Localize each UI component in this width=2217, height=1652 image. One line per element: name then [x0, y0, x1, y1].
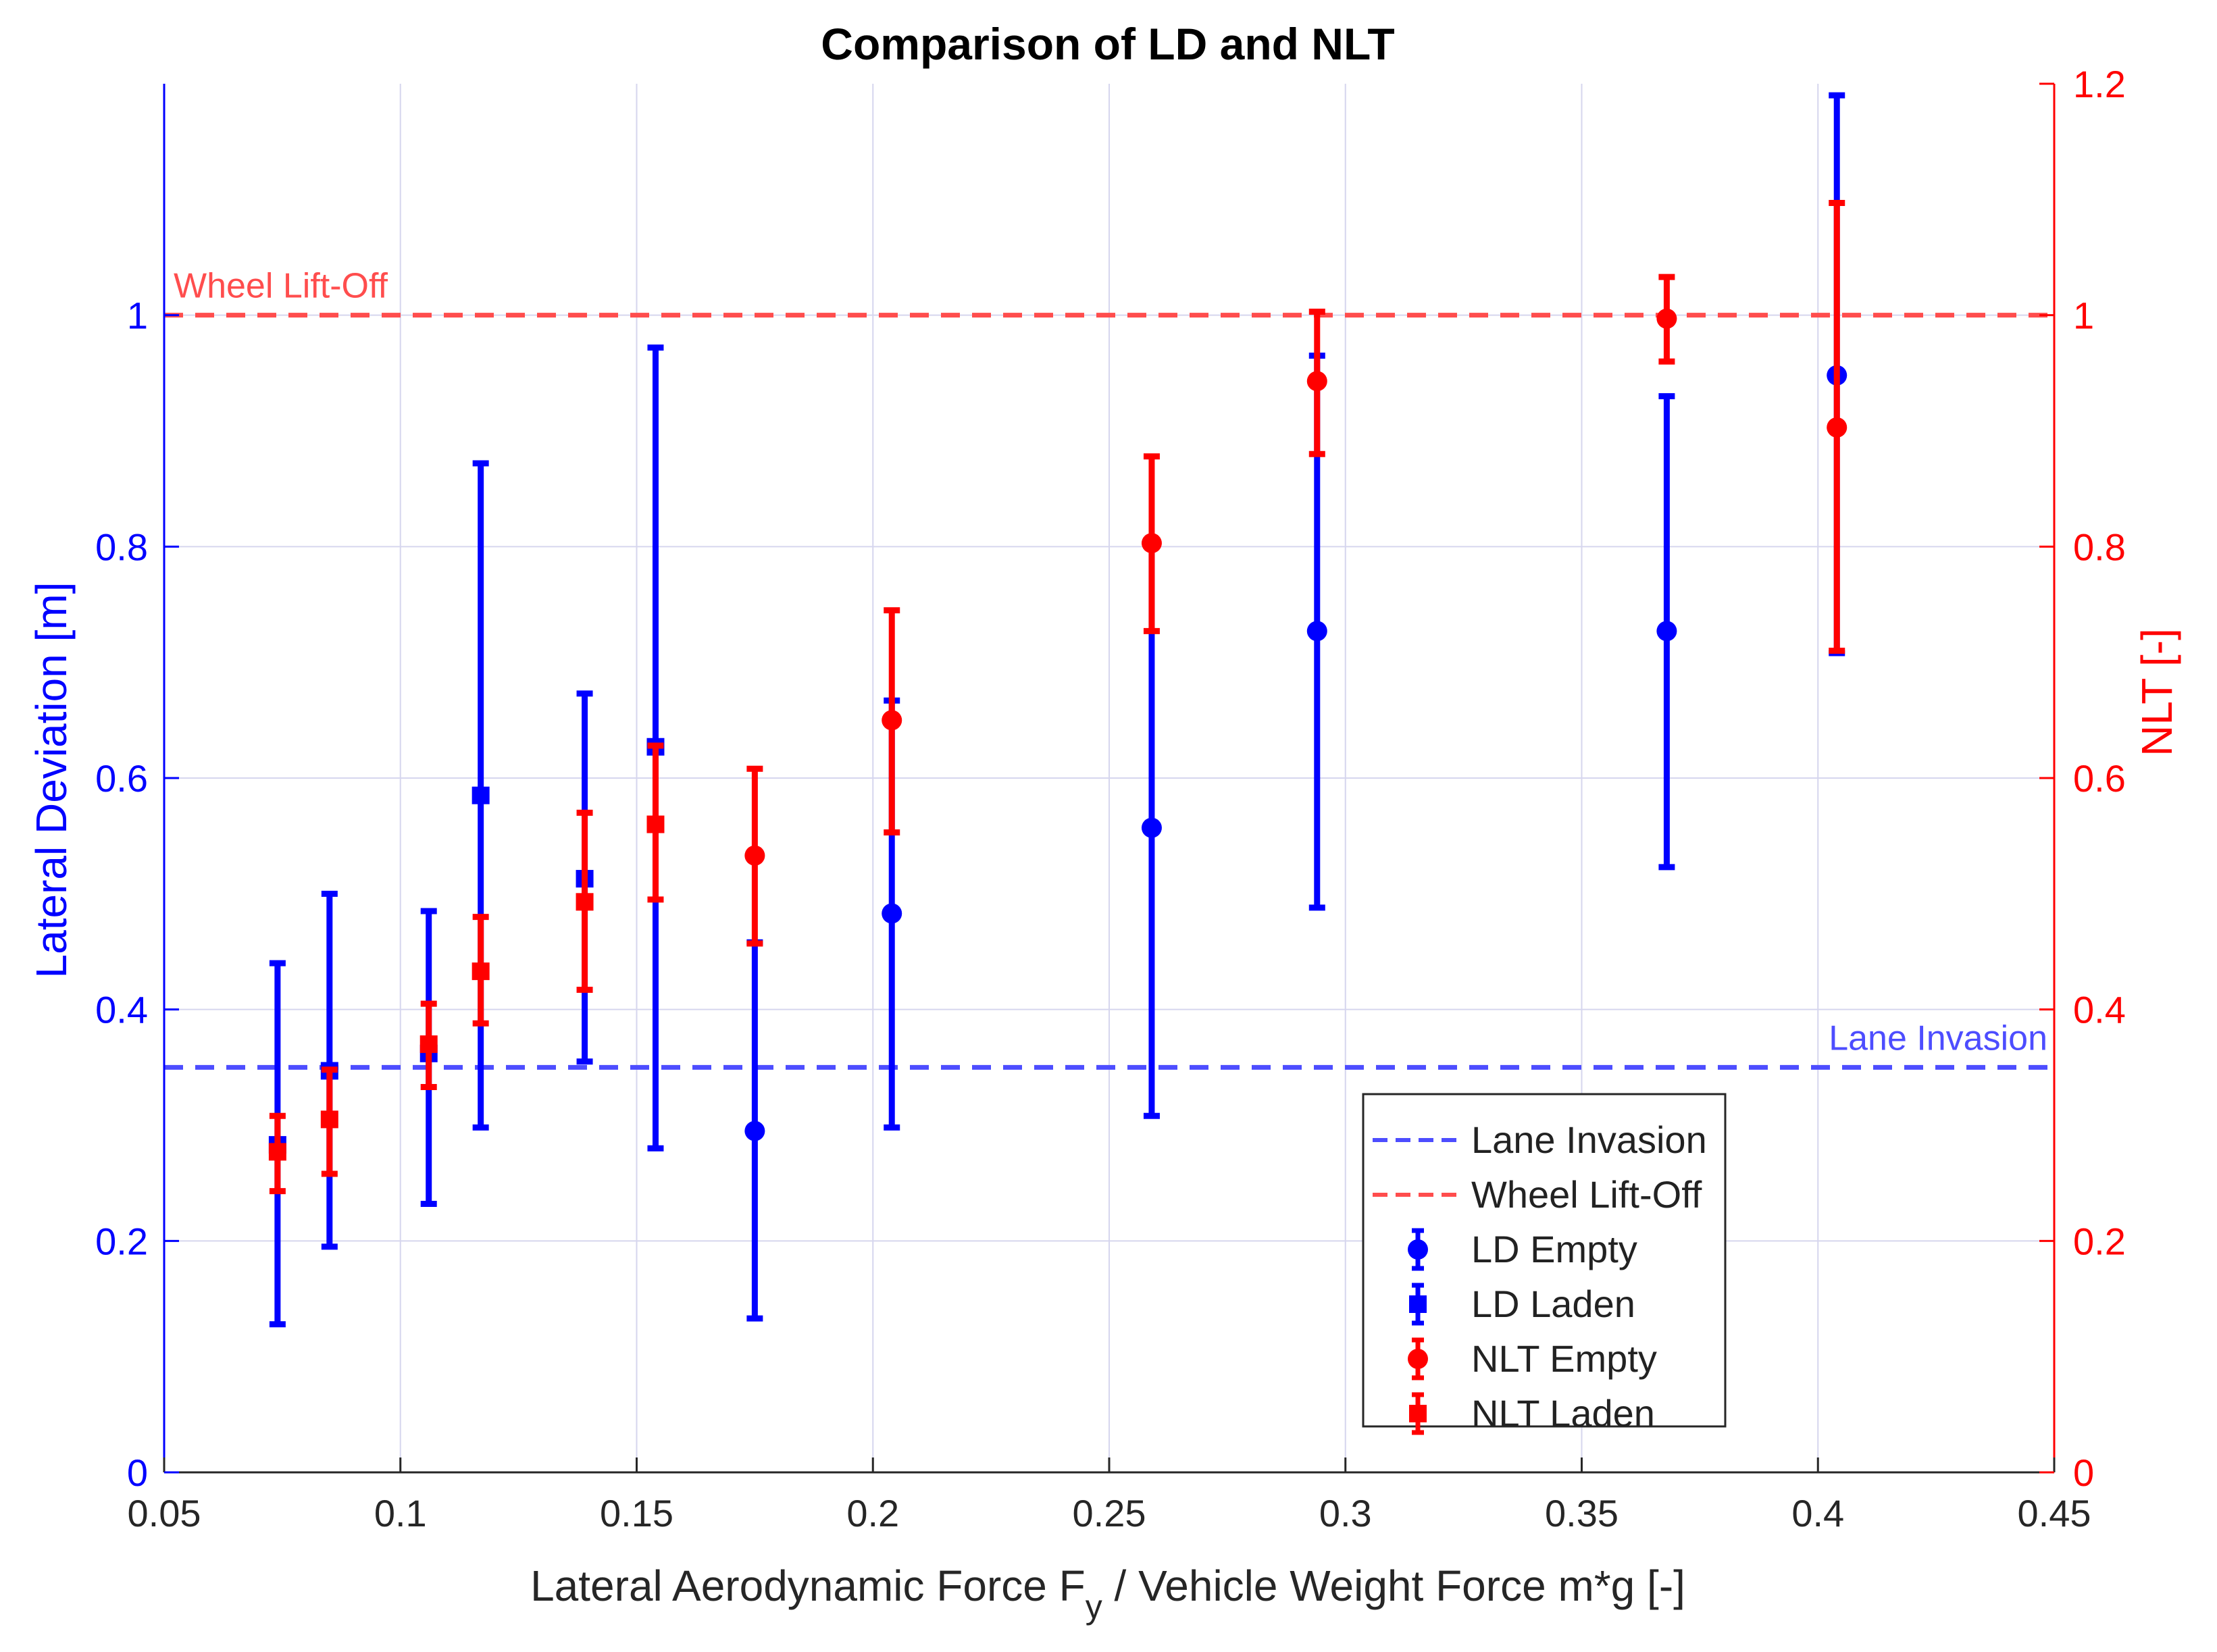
data-point: [1656, 308, 1677, 329]
legend-item: Lane Invasion: [1373, 1118, 1707, 1161]
data-point: [1306, 621, 1327, 642]
data-point: [472, 962, 490, 981]
axes: 0.05 0.1 0.15 0.2 0.25 0.3 0.35 0.4 0.4500.20.40…: [95, 63, 2126, 1534]
legend-item: LD Empty: [1408, 1228, 1637, 1271]
legend-items: Lane Invasion Wheel Lift-Off LD Empty LD La…: [1373, 1118, 1707, 1435]
y-left-tick-label: 0.2: [95, 1220, 148, 1262]
reference-line-label: Lane Invasion: [1829, 1018, 2047, 1058]
legend-item: LD Laden: [1409, 1283, 1635, 1326]
x-axis-label: Lateral Aerodynamic Force Fy / Vehicle W…: [530, 1561, 1685, 1626]
chart-title: Comparison of LD and NLT: [821, 19, 1394, 69]
y-axis-right-label: NLT [-]: [2133, 628, 2181, 756]
series-nlt-laden: [268, 742, 665, 1195]
data-point: [320, 1110, 338, 1129]
data-point: [1306, 371, 1327, 392]
x-tick-label: 0.4: [1791, 1492, 1844, 1534]
y-right-tick-label: 0.2: [2073, 1220, 2126, 1262]
y-left-tick-label: 0.8: [95, 525, 148, 568]
legend-label: Lane Invasion: [1471, 1118, 1707, 1161]
y-left-tick-label: 0.4: [95, 989, 148, 1031]
y-right-tick-label: 0.4: [2073, 989, 2126, 1031]
x-tick-label: 0.1: [374, 1492, 427, 1534]
x-axis-label-main: Lateral Aerodynamic Force F: [530, 1561, 1086, 1610]
legend: Lane Invasion Wheel Lift-Off LD Empty LD La…: [1362, 1093, 1727, 1435]
data-point: [744, 1120, 765, 1141]
x-tick-label: 0.35: [1545, 1492, 1619, 1534]
x-tick-label: 0.3: [1319, 1492, 1372, 1534]
y-left-tick-label: 0.6: [95, 757, 148, 800]
data-point: [646, 815, 665, 833]
x-tick-label: 0.2: [846, 1492, 899, 1534]
data-series: [268, 92, 1848, 1328]
x-axis-label-rest: / Vehicle Weight Force m*g [-]: [1102, 1561, 1685, 1610]
y-right-tick-label: 0.8: [2073, 525, 2126, 568]
legend-item: NLT Laden: [1409, 1392, 1655, 1435]
data-point: [1141, 533, 1162, 554]
x-tick-label: 0.45: [2018, 1492, 2091, 1534]
legend-marker-swatch: [1409, 1405, 1427, 1422]
x-tick-label: 0.15: [600, 1492, 673, 1534]
y-right-tick-label: 0: [2073, 1451, 2094, 1494]
series-ld-empty: [744, 92, 1848, 1322]
data-point: [1141, 817, 1162, 838]
reference-line-label: Wheel Lift-Off: [174, 267, 388, 306]
legend-marker-swatch: [1408, 1349, 1428, 1369]
data-point: [419, 1035, 438, 1054]
y-right-tick-label: 1: [2073, 294, 2094, 337]
legend-item: Wheel Lift-Off: [1373, 1173, 1702, 1216]
data-point: [744, 845, 765, 866]
legend-label: Wheel Lift-Off: [1471, 1173, 1702, 1216]
data-point: [882, 710, 902, 731]
series-nlt-empty: [744, 199, 1848, 947]
legend-label: LD Empty: [1471, 1228, 1637, 1270]
data-point: [268, 1143, 286, 1161]
x-tick-label: 0.25: [1073, 1492, 1146, 1534]
y-right-tick-label: 0.6: [2073, 757, 2126, 800]
data-point: [472, 786, 490, 804]
legend-label: LD Laden: [1471, 1283, 1635, 1325]
data-point: [1656, 621, 1677, 642]
data-point: [1827, 417, 1848, 438]
y-right-tick-label: 1.2: [2073, 63, 2126, 105]
legend-item: NLT Empty: [1408, 1337, 1657, 1380]
legend-label: NLT Empty: [1471, 1337, 1657, 1380]
y-axis-left-label: Lateral Deviation [m]: [27, 582, 76, 979]
legend-box: [1362, 1093, 1727, 1428]
data-point: [882, 903, 902, 924]
legend-label: NLT Laden: [1471, 1392, 1655, 1435]
legend-marker-swatch: [1409, 1295, 1427, 1313]
y-left-tick-label: 1: [127, 294, 148, 337]
y-left-tick-label: 0: [127, 1451, 148, 1494]
data-point: [576, 893, 594, 911]
legend-marker-swatch: [1408, 1239, 1428, 1260]
x-axis-label-subscript: y: [1086, 1588, 1102, 1626]
x-tick-label: 0.05: [128, 1492, 201, 1534]
